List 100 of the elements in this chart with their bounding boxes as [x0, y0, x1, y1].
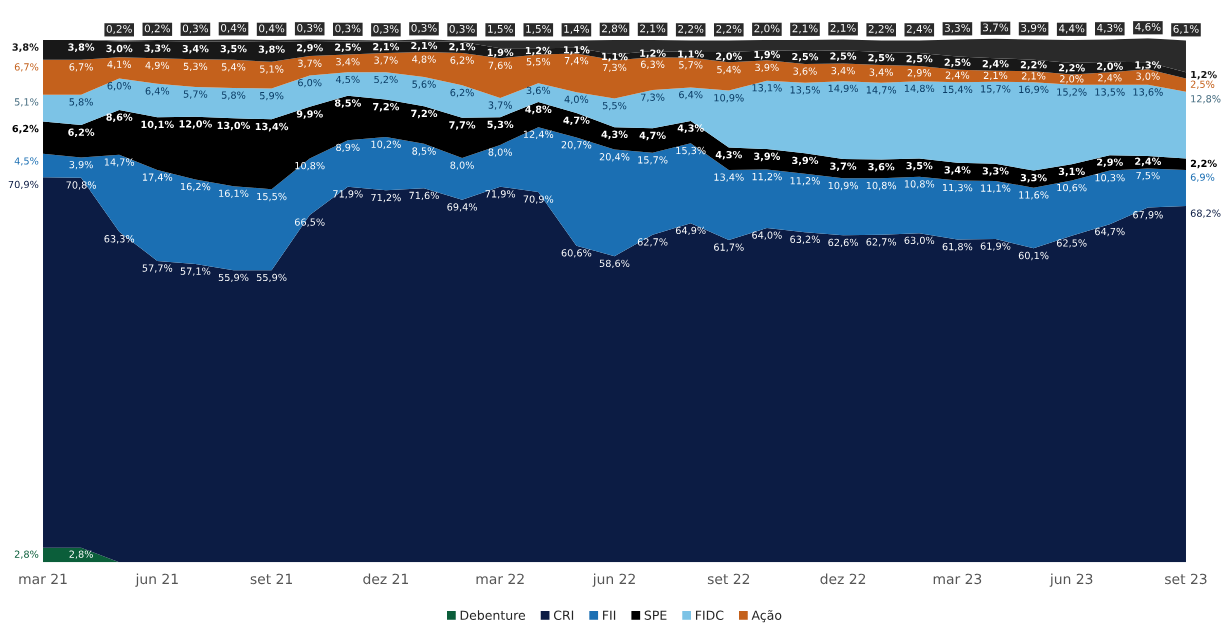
data-label: 1,1% — [678, 50, 704, 59]
x-tick-label: dez 22 — [820, 573, 866, 585]
data-label: 1,9% — [754, 50, 781, 60]
data-label: 4,4% — [1058, 24, 1085, 34]
data-label: 3,8% — [12, 43, 39, 52]
data-label: 3,3% — [944, 23, 971, 33]
data-label: 7,2% — [373, 102, 400, 112]
data-label: 0,3% — [335, 24, 361, 34]
data-label: 2,9% — [296, 43, 323, 53]
data-label: 3,7% — [374, 56, 398, 65]
data-label: 0,2% — [106, 24, 132, 34]
data-label: 2,2% — [1058, 64, 1085, 73]
data-label: 3,7% — [488, 101, 513, 110]
data-label: 13,4% — [255, 122, 289, 132]
data-label: 1,1% — [602, 52, 628, 62]
data-label: 1,2% — [1191, 70, 1217, 80]
data-label: 3,3% — [982, 167, 1009, 176]
data-label: 3,4% — [944, 166, 971, 175]
data-label: 4,3% — [715, 150, 742, 160]
x-tick-label: dez 21 — [363, 573, 408, 585]
data-label: 3,4% — [869, 68, 894, 77]
data-label: 6,7% — [14, 63, 39, 72]
data-label: 7,3% — [602, 63, 627, 73]
data-label: 14,7% — [866, 86, 897, 95]
data-label: 2,2% — [868, 24, 894, 34]
data-label: 8,9% — [336, 143, 360, 153]
data-label: 1,2% — [640, 49, 666, 59]
data-label: 5,1% — [14, 98, 39, 107]
legend-label: Debenture — [460, 610, 526, 620]
data-label: 3,0% — [1136, 72, 1160, 81]
data-label: 2,0% — [1060, 75, 1084, 84]
data-label: 6,4% — [145, 87, 170, 96]
data-label: 2,1% — [449, 42, 476, 52]
data-label: 1,5% — [526, 24, 551, 34]
data-label: 16,9% — [1019, 85, 1049, 95]
data-label: 2,5% — [944, 58, 971, 68]
data-label: 2,4% — [982, 59, 1009, 69]
data-label: 68,2% — [1190, 209, 1221, 218]
data-label: 14,7% — [104, 158, 135, 167]
data-label: 6,0% — [107, 82, 132, 91]
data-label: 0,3% — [182, 24, 209, 34]
data-label: 7,2% — [411, 109, 438, 119]
data-label: 5,4% — [221, 63, 246, 72]
data-label: 2,1% — [983, 71, 1008, 81]
data-label: 20,4% — [599, 153, 630, 162]
data-label: 1,5% — [488, 24, 513, 34]
data-label: 2,2% — [1190, 159, 1217, 169]
data-label: 15,3% — [676, 146, 706, 156]
data-label: 8,6% — [106, 113, 133, 122]
data-label: 6,2% — [68, 128, 95, 138]
data-label: 15,7% — [638, 156, 668, 165]
data-label: 3,5% — [906, 161, 933, 171]
data-label: 2,0% — [1097, 62, 1123, 72]
data-label: 0,3% — [373, 24, 399, 34]
data-label: 12,4% — [523, 130, 554, 139]
data-label: 13,1% — [752, 84, 782, 93]
data-label: 3,9% — [69, 160, 93, 170]
data-label: 5,5% — [602, 101, 627, 111]
data-label: 3,9% — [754, 152, 781, 162]
data-label: 2,8% — [602, 24, 628, 34]
data-label: 12,8% — [1191, 95, 1221, 104]
data-label: 0,3% — [411, 23, 437, 33]
data-label: 2,0% — [716, 52, 742, 62]
data-label: 2,2% — [678, 24, 704, 34]
data-label: 6,9% — [1190, 173, 1215, 182]
data-label: 2,4% — [906, 24, 932, 34]
data-label: 4,5% — [335, 75, 360, 85]
data-label: 3,6% — [526, 86, 551, 96]
data-label: 3,3% — [144, 44, 171, 54]
data-label: 1,3% — [1135, 61, 1162, 70]
data-label: 1,2% — [525, 46, 552, 56]
data-label: 2,5% — [830, 52, 857, 61]
data-label: 6,2% — [450, 88, 474, 98]
data-label: 2,1% — [640, 24, 666, 34]
data-label: 3,4% — [831, 66, 855, 76]
data-label: 5,4% — [717, 65, 741, 75]
data-label: 3,9% — [1021, 23, 1047, 33]
data-label: 0,4% — [259, 24, 285, 34]
data-label: 12,0% — [179, 120, 212, 129]
legend-label: Ação — [751, 610, 782, 623]
x-tick-label: mar 23 — [933, 573, 982, 585]
data-label: 2,4% — [1135, 157, 1162, 167]
data-label: 4,8% — [412, 55, 436, 64]
x-tick-label: set 22 — [707, 573, 750, 585]
data-label: 3,8% — [68, 43, 95, 52]
data-label: 6,3% — [640, 60, 665, 69]
legend-label: FIDC — [695, 610, 724, 620]
data-label: 2,5% — [1190, 80, 1215, 89]
data-label: 15,2% — [1057, 88, 1087, 97]
data-label: 2,4% — [1098, 74, 1122, 83]
data-label: 7,4% — [564, 56, 589, 66]
data-label: 1,1% — [564, 46, 590, 55]
data-label: 7,3% — [641, 93, 665, 102]
data-label: 2,9% — [1097, 158, 1123, 167]
data-label: 5,6% — [412, 80, 436, 89]
data-label: 10,1% — [141, 120, 174, 130]
data-label: 3,7% — [830, 162, 857, 172]
x-tick-label: set 21 — [250, 573, 292, 585]
data-label: 2,8% — [14, 550, 39, 559]
data-label: 2,5% — [906, 54, 933, 64]
